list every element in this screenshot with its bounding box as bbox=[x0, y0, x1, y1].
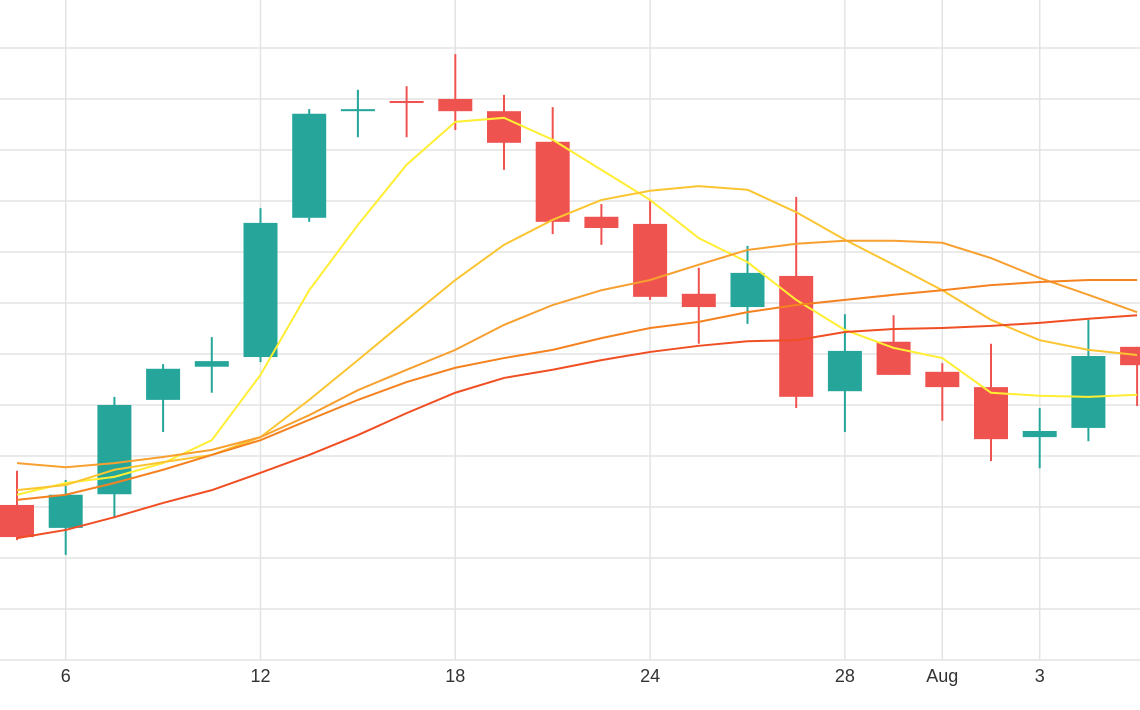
candle-body bbox=[584, 216, 619, 228]
moving-average-line bbox=[16, 239, 1138, 469]
candle-body bbox=[681, 293, 716, 308]
candle-body bbox=[0, 504, 34, 538]
x-tick-label: 12 bbox=[250, 666, 270, 686]
x-tick-label: Aug bbox=[926, 666, 958, 686]
candle-body bbox=[97, 404, 132, 495]
moving-average-line bbox=[16, 279, 1138, 501]
candle-body bbox=[243, 222, 278, 358]
x-tick-label: 28 bbox=[835, 666, 855, 686]
candle-body bbox=[633, 223, 668, 297]
candle-body bbox=[1120, 346, 1140, 366]
candle-body bbox=[1071, 356, 1106, 428]
candle-body bbox=[340, 109, 375, 112]
candle-body bbox=[1022, 430, 1057, 438]
x-tick-label: 6 bbox=[61, 666, 71, 686]
candle-body bbox=[876, 341, 911, 375]
candle-body bbox=[48, 494, 83, 528]
x-tick-label: 18 bbox=[445, 666, 465, 686]
candle-body bbox=[535, 141, 570, 222]
candle-body bbox=[974, 387, 1008, 440]
moving-average-line bbox=[16, 185, 1138, 492]
candle-body bbox=[438, 98, 473, 112]
candle-body bbox=[827, 350, 862, 392]
candle-body bbox=[925, 371, 960, 388]
candle-body bbox=[194, 361, 229, 367]
candle-body bbox=[487, 111, 521, 143]
candle-body bbox=[779, 275, 814, 397]
candle-body bbox=[292, 113, 327, 218]
candle-body bbox=[389, 100, 424, 104]
x-tick-label: 24 bbox=[640, 666, 660, 686]
candle-body bbox=[146, 368, 181, 400]
moving-average-line bbox=[16, 314, 1138, 540]
x-tick-label: 3 bbox=[1035, 666, 1045, 686]
moving-average-line bbox=[16, 116, 1138, 496]
candle-body bbox=[730, 272, 765, 308]
